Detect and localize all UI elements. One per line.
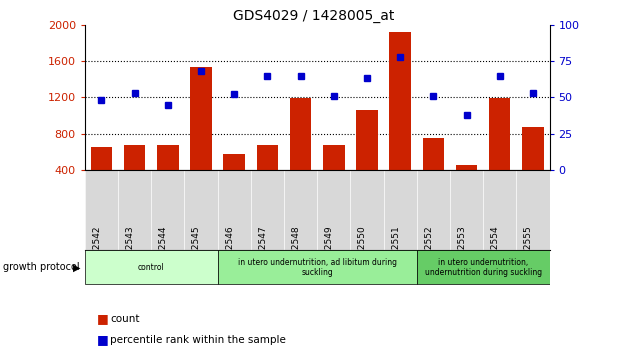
FancyBboxPatch shape <box>417 250 550 284</box>
Text: ■: ■ <box>97 312 109 325</box>
Bar <box>90 147 112 170</box>
Text: ■: ■ <box>97 333 109 346</box>
FancyBboxPatch shape <box>85 250 217 284</box>
Text: in utero undernutrition,
undernutrition during suckling: in utero undernutrition, undernutrition … <box>425 258 542 277</box>
FancyBboxPatch shape <box>217 250 417 284</box>
Bar <box>356 110 377 170</box>
Text: count: count <box>110 314 139 324</box>
Bar <box>423 138 444 170</box>
Text: percentile rank within the sample: percentile rank within the sample <box>110 335 286 345</box>
Bar <box>456 165 477 170</box>
Bar <box>290 98 311 170</box>
Bar <box>224 154 245 170</box>
Bar <box>157 144 178 170</box>
Bar <box>190 67 212 170</box>
Text: in utero undernutrition, ad libitum during
suckling: in utero undernutrition, ad libitum duri… <box>237 258 397 277</box>
Bar <box>257 145 278 170</box>
Bar <box>522 127 544 170</box>
Text: GDS4029 / 1428005_at: GDS4029 / 1428005_at <box>234 9 394 23</box>
Bar <box>323 145 345 170</box>
Text: control: control <box>138 263 165 272</box>
Bar <box>124 144 145 170</box>
Bar <box>489 98 511 170</box>
Text: growth protocol: growth protocol <box>3 262 80 272</box>
Text: ▶: ▶ <box>73 262 80 272</box>
Bar <box>389 32 411 170</box>
